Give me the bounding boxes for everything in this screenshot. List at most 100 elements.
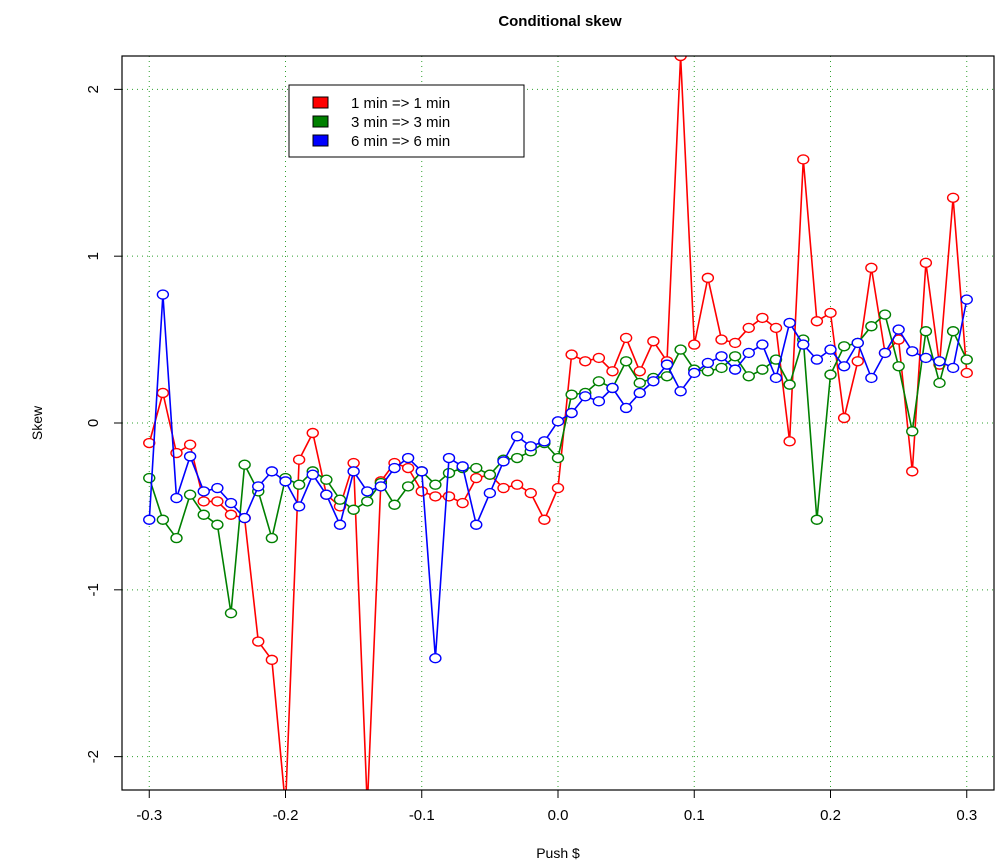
series-2-point-14	[333, 519, 347, 530]
series-0-point-41	[701, 272, 715, 284]
series-1-point-31	[565, 389, 578, 400]
legend-swatch-1	[312, 115, 329, 128]
series-1-line	[148, 313, 968, 614]
series-1-point-47	[783, 379, 796, 390]
series-1-point-60	[960, 354, 973, 365]
series-1-point-14	[333, 494, 347, 505]
series-2-point-59	[946, 362, 960, 374]
y-tick-label-1: -1	[85, 583, 102, 596]
series-1-point-16	[361, 496, 374, 507]
series-0-point-60	[960, 367, 973, 379]
series-2-point-55	[892, 324, 905, 335]
series-1-point-56	[906, 426, 919, 437]
series-1-point-19	[401, 481, 415, 492]
series-1-point-49	[810, 514, 824, 525]
series-2-point-60	[960, 294, 973, 305]
series-2-point-46	[769, 372, 783, 384]
series-2-point-8	[252, 481, 265, 492]
series-2-point-17	[374, 481, 388, 492]
x-tick-label-4: 0.1	[684, 807, 705, 824]
series-2-point-15	[347, 466, 360, 477]
series-0-point-9	[265, 654, 279, 666]
series-0-point-51	[837, 412, 851, 424]
series-0-point-19	[401, 462, 415, 474]
series-2-point-1	[156, 289, 170, 300]
series-0-point-37	[647, 336, 660, 347]
series-2-point-44	[742, 347, 755, 359]
series-2-point-21	[429, 653, 442, 664]
series-0-point-11	[292, 454, 306, 465]
series-1-point-33	[592, 376, 606, 387]
x-axis: -0.3 -0.2 -0.1 0.0 0.1 0.2 0.3	[136, 790, 977, 824]
series-1-point-44	[742, 371, 755, 382]
series-1-point-3	[183, 489, 197, 500]
series-0-point-21	[429, 491, 442, 502]
series-1-point-13	[320, 474, 333, 485]
series-1-point-36	[633, 377, 646, 389]
series-1-point-35	[619, 356, 633, 367]
series-0-point-12	[306, 427, 319, 439]
series-0-point-57	[919, 257, 933, 269]
x-tick-label-0: -0.3	[136, 807, 162, 824]
series-1-point-2	[170, 532, 183, 544]
series-1-point-39	[674, 344, 687, 355]
series-2-point-27	[510, 431, 524, 442]
series-2-point-25	[483, 487, 497, 499]
series-2-point-49	[810, 354, 824, 365]
series-2-point-56	[906, 346, 919, 357]
series-2-point-22	[442, 452, 456, 464]
series-layer	[143, 56, 973, 790]
legend-label-0: 1 min => 1 min	[351, 95, 450, 112]
series-2-point-41	[701, 357, 715, 369]
x-tick-label-5: 0.2	[820, 807, 841, 824]
series-2-point-54	[878, 347, 892, 359]
series-0-point-22	[442, 491, 456, 502]
series-2-point-50	[824, 344, 837, 355]
series-0-point-23	[456, 497, 469, 509]
series-2-point-52	[851, 337, 864, 349]
series-2-point-5	[211, 482, 224, 494]
series-2-point-9	[265, 466, 279, 477]
series-2-point-40	[688, 367, 701, 379]
series-0-point-27	[510, 479, 524, 490]
series-0-point-43	[728, 337, 742, 349]
series-1-point-9	[265, 532, 279, 544]
series-2-point-29	[538, 436, 551, 447]
series-0-point-6	[224, 509, 238, 520]
series-2-point-7	[238, 512, 251, 524]
series-2-point-4	[197, 486, 210, 497]
series-0-point-34	[606, 366, 619, 377]
series-1-point-27	[510, 452, 524, 464]
series-2	[143, 289, 973, 664]
series-2-point-51	[837, 361, 851, 372]
series-2-point-31	[565, 407, 578, 419]
series-1-point-25	[483, 469, 497, 480]
series-2-point-11	[292, 501, 306, 512]
series-1-point-43	[728, 351, 742, 362]
series-2-point-53	[865, 372, 878, 384]
series-0-point-28	[524, 487, 537, 499]
legend: 1 min => 1 min 3 min => 3 min 6 min => 6 m…	[288, 84, 525, 158]
x-tick-label-3: 0.0	[548, 807, 569, 824]
series-0-point-53	[865, 262, 878, 274]
series-2-point-19	[401, 452, 415, 464]
series-0-point-5	[211, 496, 224, 507]
series-0-point-47	[783, 436, 796, 447]
series-0-point-1	[156, 387, 170, 399]
series-2-point-45	[756, 339, 769, 350]
series-0-point-33	[592, 352, 606, 364]
legend-label-1: 3 min => 3 min	[351, 114, 450, 131]
series-0-point-26	[497, 482, 510, 494]
series-0-point-48	[797, 154, 810, 165]
chart-title: Conditional skew	[498, 13, 622, 30]
legend-swatch-2	[312, 134, 329, 147]
series-2-point-20	[415, 466, 428, 477]
series-1-point-58	[933, 377, 946, 389]
series-2-point-26	[497, 456, 510, 467]
series-0-point-32	[579, 356, 592, 367]
series-1-point-59	[946, 326, 960, 337]
series-0-point-39	[674, 56, 687, 62]
x-tick-label-6: 0.3	[956, 807, 977, 824]
y-tick-label-4: 2	[85, 85, 102, 93]
